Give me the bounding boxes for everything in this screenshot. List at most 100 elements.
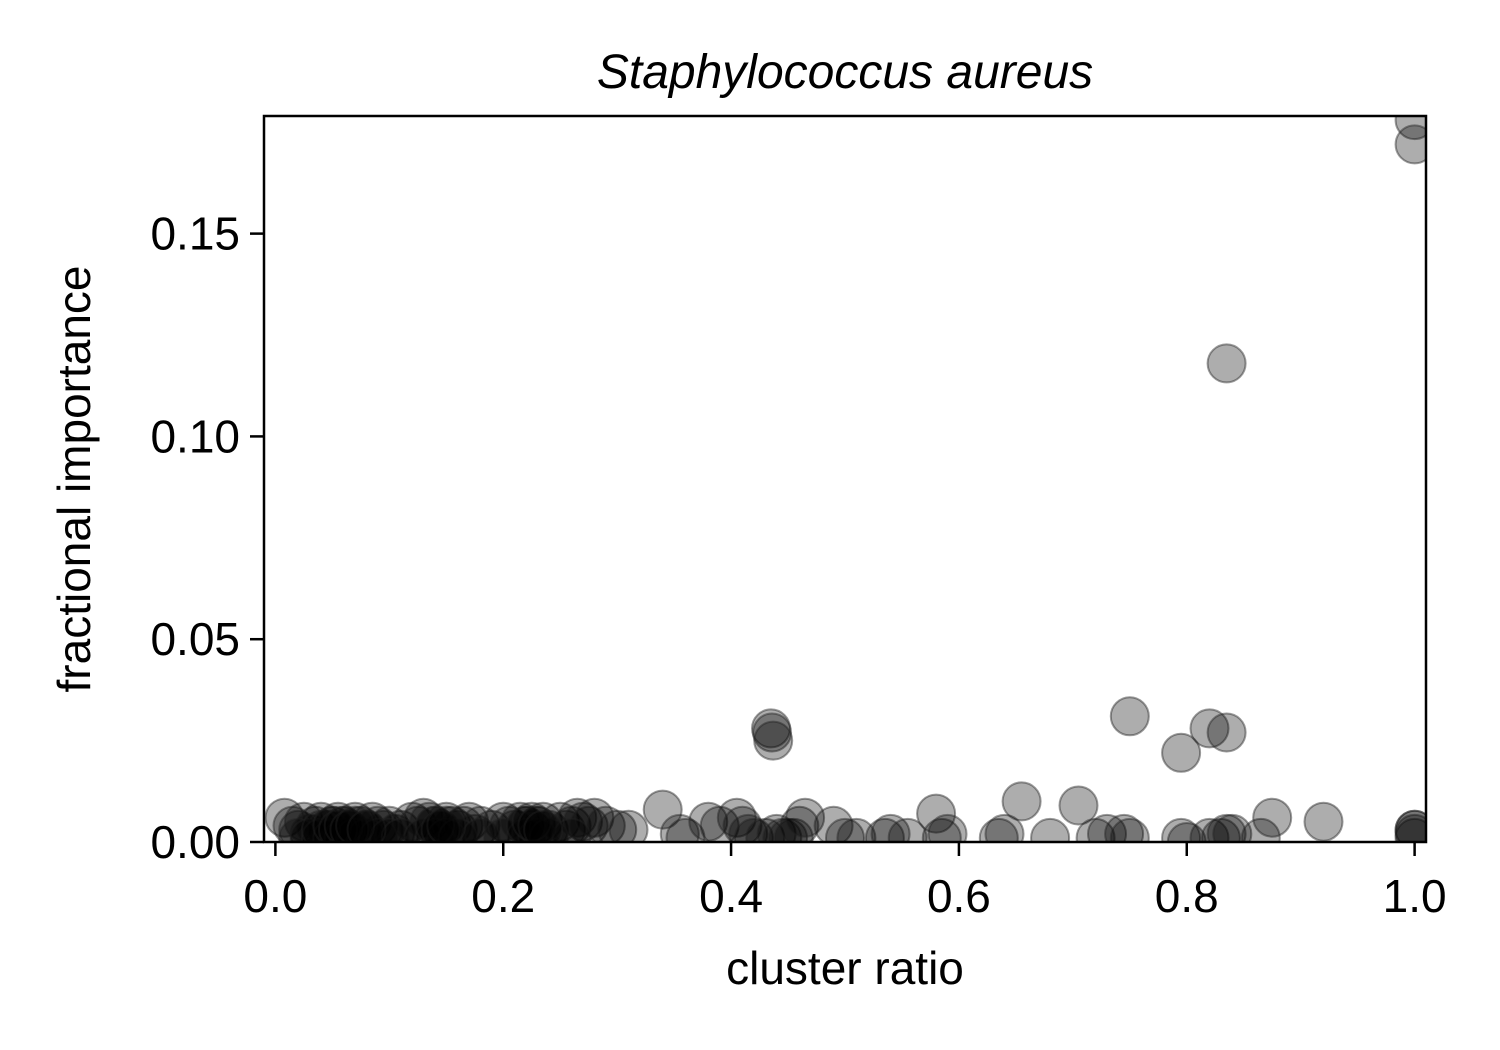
data-point — [1075, 817, 1116, 842]
data-point — [568, 805, 609, 842]
data-point — [864, 817, 905, 842]
data-point — [380, 809, 421, 842]
data-point — [312, 817, 353, 842]
data-point — [278, 817, 319, 842]
data-point — [278, 809, 319, 842]
x-axis-ticks: 0.0 0.2 0.4 0.6 0.8 1.0 — [243, 842, 1447, 922]
data-point — [272, 805, 313, 842]
y-axis-ticks: 0.00 0.05 0.10 0.15 — [150, 208, 264, 868]
data-point — [1240, 817, 1281, 842]
data-point — [460, 805, 501, 842]
data-point — [1189, 708, 1230, 749]
data-point — [551, 817, 592, 842]
data-point — [597, 809, 638, 842]
data-point — [500, 801, 541, 842]
data-point — [346, 809, 387, 842]
data-point — [659, 813, 700, 842]
data-point — [301, 817, 341, 842]
data-point — [927, 813, 968, 842]
data-point — [523, 801, 564, 842]
data-point — [1303, 801, 1344, 842]
data-point — [323, 817, 364, 842]
data-point — [1109, 696, 1150, 737]
data-point — [1394, 116, 1426, 141]
data-point — [887, 817, 928, 842]
y-tick-label: 0.00 — [150, 816, 240, 868]
data-point — [506, 805, 546, 842]
data-point — [352, 801, 393, 842]
data-point — [1206, 343, 1247, 384]
data-point — [1109, 817, 1150, 842]
x-tick-label: 0.2 — [471, 870, 535, 922]
data-point — [870, 813, 911, 842]
data-point — [335, 817, 376, 842]
data-point — [728, 813, 769, 842]
data-point — [540, 801, 581, 842]
data-point — [1001, 781, 1042, 822]
data-point — [357, 805, 398, 842]
data-point — [295, 805, 336, 842]
data-point — [420, 809, 461, 842]
data-point — [574, 797, 615, 838]
data-point — [984, 813, 1025, 842]
data-point — [375, 813, 415, 842]
data-point — [449, 801, 490, 842]
data-point — [380, 817, 421, 842]
data-point — [403, 797, 444, 838]
data-point — [426, 801, 467, 842]
data-point — [1189, 817, 1230, 842]
data-point — [312, 805, 353, 842]
data-point — [506, 805, 546, 842]
data-point — [346, 817, 387, 842]
data-point — [437, 817, 478, 842]
data-point — [1394, 124, 1426, 165]
data-point — [488, 805, 529, 842]
data-point — [363, 809, 404, 842]
data-point — [1166, 822, 1207, 842]
data-point — [733, 817, 774, 842]
data-point — [608, 809, 649, 842]
data-point — [752, 712, 793, 753]
data-point — [745, 817, 786, 842]
y-axis-title: fractional importance — [48, 266, 100, 693]
data-point — [585, 805, 626, 842]
data-point — [306, 809, 347, 842]
data-point — [340, 805, 381, 842]
data-point — [1058, 785, 1099, 826]
data-point — [318, 801, 358, 842]
data-point — [545, 809, 586, 842]
data-point — [1030, 817, 1071, 842]
data-point — [517, 805, 558, 842]
data-point — [773, 817, 814, 842]
data-point — [437, 809, 478, 842]
x-tick-label: 0.0 — [243, 870, 307, 922]
x-tick-label: 0.4 — [699, 870, 763, 922]
data-point — [665, 817, 706, 842]
data-point — [716, 797, 757, 838]
data-point — [1252, 797, 1293, 838]
chart-title: Staphylococcus aureus — [597, 46, 1093, 99]
data-point — [751, 708, 791, 749]
plot-frame — [262, 114, 1428, 844]
data-point — [528, 809, 569, 842]
data-point — [471, 809, 512, 842]
data-point — [756, 813, 797, 842]
data-point — [1394, 817, 1426, 842]
data-point — [432, 805, 472, 842]
data-point — [414, 817, 455, 842]
data-point — [517, 805, 558, 842]
data-point — [335, 801, 376, 842]
data-point — [392, 801, 433, 842]
data-point — [528, 817, 569, 842]
data-points — [264, 116, 1426, 842]
data-point — [768, 817, 808, 842]
x-tick-label: 1.0 — [1383, 870, 1447, 922]
data-point — [921, 817, 962, 842]
data-point — [369, 817, 410, 842]
data-point — [357, 817, 398, 842]
data-point — [312, 805, 353, 842]
data-point — [1394, 813, 1426, 842]
data-point — [779, 805, 820, 842]
data-point — [699, 805, 740, 842]
